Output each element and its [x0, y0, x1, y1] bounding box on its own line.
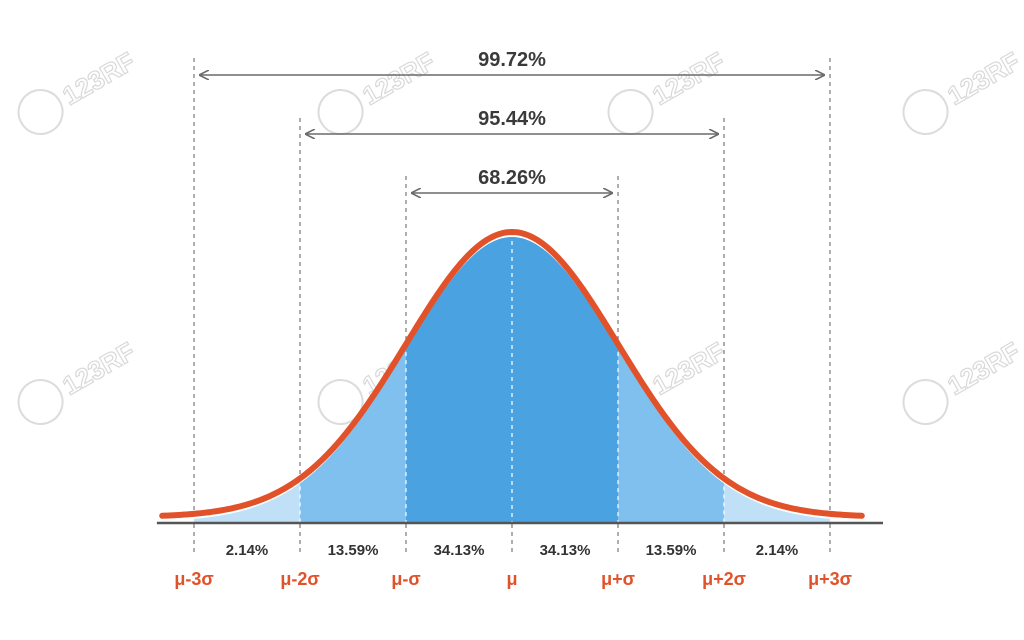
x-tick-label: μ-3σ [174, 569, 213, 589]
watermark-logo: 123RF [17, 335, 140, 425]
watermark-camera-icon [902, 89, 949, 135]
area-region [618, 349, 724, 522]
area-percent-labels: 2.14% 13.59% 34.13% 34.13% 13.59% 2.14% [226, 542, 799, 559]
watermark-logo: 123RF [607, 45, 730, 135]
area-percent-label: 13.59% [328, 542, 379, 559]
watermark-camera-icon [317, 379, 364, 425]
watermark-camera-icon [17, 379, 64, 425]
x-tick-labels: μ-3σ μ-2σ μ-σ μ μ+σ μ+2σ μ+3σ [174, 569, 852, 589]
x-tick-label: μ-2σ [280, 569, 319, 589]
watermark-logo: 123RF [317, 45, 440, 135]
x-tick-label: μ+σ [601, 569, 635, 589]
watermark-text: 123RF [357, 46, 440, 111]
area-region [194, 483, 300, 522]
area-region [512, 237, 618, 522]
area-percent-label: 2.14% [756, 542, 799, 559]
x-tick-label: μ [506, 569, 517, 589]
watermark-camera-icon [902, 379, 949, 425]
range-percent-label: 95.44% [478, 108, 546, 130]
x-tick-label: μ+2σ [702, 569, 746, 589]
area-region [406, 237, 512, 522]
range-percent-label: 68.26% [478, 167, 546, 189]
watermark-text: 123RF [647, 46, 730, 111]
area-percent-label: 34.13% [540, 542, 591, 559]
area-percent-label: 13.59% [646, 542, 697, 559]
x-tick-label: μ+3σ [808, 569, 852, 589]
area-region [300, 349, 406, 522]
density-curve [159, 228, 865, 519]
range-arrows: 99.72% 95.44% 68.26% [200, 49, 824, 193]
watermark-camera-icon [17, 89, 64, 135]
watermark-text: 123RF [942, 46, 1024, 111]
area-percent-label: 34.13% [434, 542, 485, 559]
range-percent-label: 99.72% [478, 49, 546, 71]
watermark-text: 123RF [57, 336, 140, 401]
watermark-text: 123RF [647, 336, 730, 401]
area-regions [194, 237, 830, 522]
watermark-logo: 123RF [902, 45, 1024, 135]
x-tick-label: μ-σ [391, 569, 420, 589]
watermark-logo: 123RF [902, 335, 1024, 425]
watermark-logo: 123RF [17, 45, 140, 135]
watermark-text: 123RF [57, 46, 140, 111]
watermark-text: 123RF [942, 336, 1024, 401]
area-region [724, 483, 830, 522]
area-percent-label: 2.14% [226, 542, 269, 559]
